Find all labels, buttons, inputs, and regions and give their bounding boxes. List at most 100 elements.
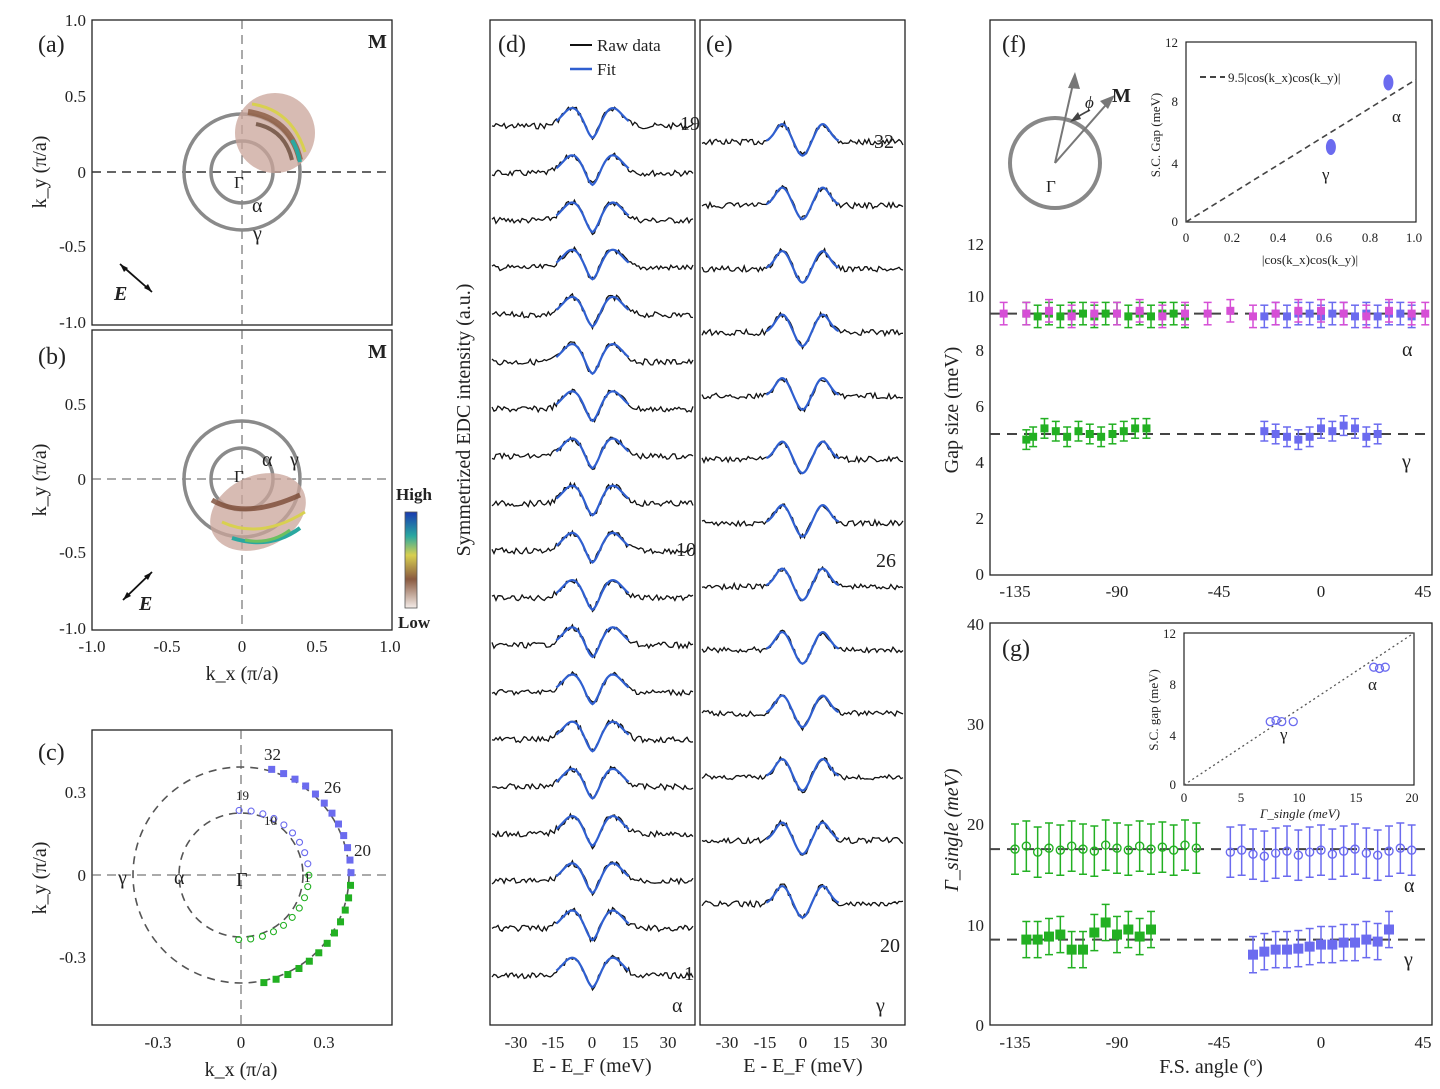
edc-raw-curve: [701, 119, 904, 156]
gamma-crossing-point: [347, 881, 355, 889]
tick: 45: [1415, 582, 1432, 601]
tick: -30: [716, 1033, 739, 1052]
edc-fit-curve: [555, 484, 630, 517]
alpha-band-label: α: [262, 449, 273, 471]
panel-e-xlabel: E - E_F (meV): [743, 1055, 862, 1077]
tick: -0.3: [59, 948, 86, 967]
data-point: [1032, 847, 1043, 857]
fs-angle-schematic: ϕ M Γ: [1008, 72, 1131, 210]
panel-c-xticks: -0.3 0 0.3: [145, 1033, 335, 1052]
data-point: [1119, 427, 1128, 436]
data-point: [1123, 845, 1134, 855]
data-point: [1021, 934, 1032, 945]
data-point: [1338, 846, 1349, 856]
tick: 0: [238, 637, 247, 656]
alpha-crossing-point: [235, 806, 243, 814]
edc-fit-curve: [555, 767, 630, 800]
data-point: [1029, 432, 1038, 441]
data-point: [1044, 931, 1054, 942]
gamma-crossing-point: [311, 790, 319, 798]
data-point: [1259, 946, 1270, 957]
data-point: [1304, 941, 1315, 952]
data-point: [1248, 949, 1258, 960]
tick: 12: [967, 235, 984, 254]
inset-g-gamma: γ: [1279, 725, 1288, 744]
inset-point: [1288, 717, 1298, 727]
panel-c: (c) 0.3 0 -0.3 -0.3 0 0.3 k_x (π/a) k_y …: [29, 729, 393, 1081]
panel-e-edc-curves: [701, 119, 904, 920]
edc-raw-curve: [701, 503, 904, 540]
gamma-point-label: Γ: [234, 173, 244, 192]
edc-raw-curve: [491, 812, 694, 850]
gamma-crossing-point: [280, 770, 288, 778]
tick: 0.5: [65, 87, 86, 106]
panel-b-yticks: 0.5 0 -0.5 -1.0: [59, 395, 86, 638]
data-point: [1180, 840, 1190, 850]
panel-g-xlabel: F.S. angle (º): [1159, 1056, 1262, 1078]
tick: 30: [967, 715, 984, 734]
edc-fit-curve: [555, 390, 630, 423]
edc-raw-curve: [491, 152, 694, 184]
tick: 0: [588, 1033, 597, 1052]
panel-a-ylabel: k_y (π/a): [29, 136, 51, 209]
tick: 5: [1238, 790, 1245, 805]
band-label-gamma: γ: [875, 995, 885, 1017]
panel-b-ylabel: k_y (π/a): [29, 444, 51, 517]
edc-fit-curve: [555, 106, 630, 140]
tick: 1.0: [65, 11, 86, 30]
panel-f-frame: [989, 19, 1433, 576]
gamma-crossing-point: [341, 906, 349, 914]
panel-e-frame: [699, 19, 906, 1026]
edc-fit-curve: [555, 154, 630, 187]
panel-g-ylabel: Γ_single (meV): [941, 768, 963, 892]
edc-raw-curve: [491, 106, 694, 141]
data-point: [1328, 427, 1337, 436]
edc-raw-curve: [491, 388, 694, 423]
data-point: [1055, 929, 1066, 940]
data-point: [1134, 841, 1145, 851]
inset-f-xlabel: |cos(k_x)cos(k_y)|: [1262, 252, 1358, 267]
edc-fit-curve: [555, 578, 630, 612]
data-point: [1147, 312, 1155, 321]
panel-c-xlabel: k_x (π/a): [205, 1059, 278, 1081]
tick: -1.0: [59, 313, 86, 332]
inset-fit-line: [1185, 78, 1417, 223]
data-point: [1361, 848, 1372, 858]
data-point: [1051, 427, 1060, 436]
data-point: [1305, 432, 1314, 441]
data-point: [1282, 944, 1292, 955]
alpha-band-label: α: [252, 195, 263, 217]
panel-e-label: (e): [706, 32, 733, 58]
edc-raw-curve: [491, 765, 694, 800]
tick: 0: [1170, 777, 1177, 792]
colorbar-high: High: [396, 485, 432, 504]
data-point: [1089, 927, 1100, 938]
panel-a: (a) M 1.0 0.5 0 -0.5 -1.0 k_y (π/a) Γ α …: [29, 11, 393, 332]
panel-b-xlabel: k_x (π/a): [206, 663, 279, 685]
data-point: [1327, 849, 1338, 859]
inset-f-ylabel: S.C. Gap (meV): [1148, 93, 1163, 178]
data-point: [1384, 924, 1394, 935]
tick: 15: [1350, 790, 1363, 805]
tick: 40: [967, 615, 984, 634]
tick: 0: [799, 1033, 808, 1052]
panel-d-edc-curves: [491, 106, 694, 992]
tick: -30: [505, 1033, 528, 1052]
edc-raw-curve: [491, 245, 694, 280]
tick: 0.8: [1362, 230, 1378, 245]
edc-raw-curve: [491, 341, 694, 375]
edc-raw-curve: [491, 292, 694, 331]
tick: 8: [1172, 94, 1179, 109]
data-point: [1385, 306, 1393, 315]
alpha-crossing-point: [279, 921, 288, 929]
data-point: [1169, 309, 1178, 318]
edc-fit-curve: [765, 503, 840, 538]
edc-fit-curve: [765, 376, 840, 411]
data-point: [1100, 840, 1111, 850]
edc-fit-curve: [555, 720, 630, 753]
edc-raw-curve: [491, 529, 694, 565]
tick: 1.0: [379, 637, 400, 656]
data-point: [1236, 845, 1247, 855]
data-point: [1112, 929, 1122, 940]
edc-fit-curve: [555, 814, 630, 848]
